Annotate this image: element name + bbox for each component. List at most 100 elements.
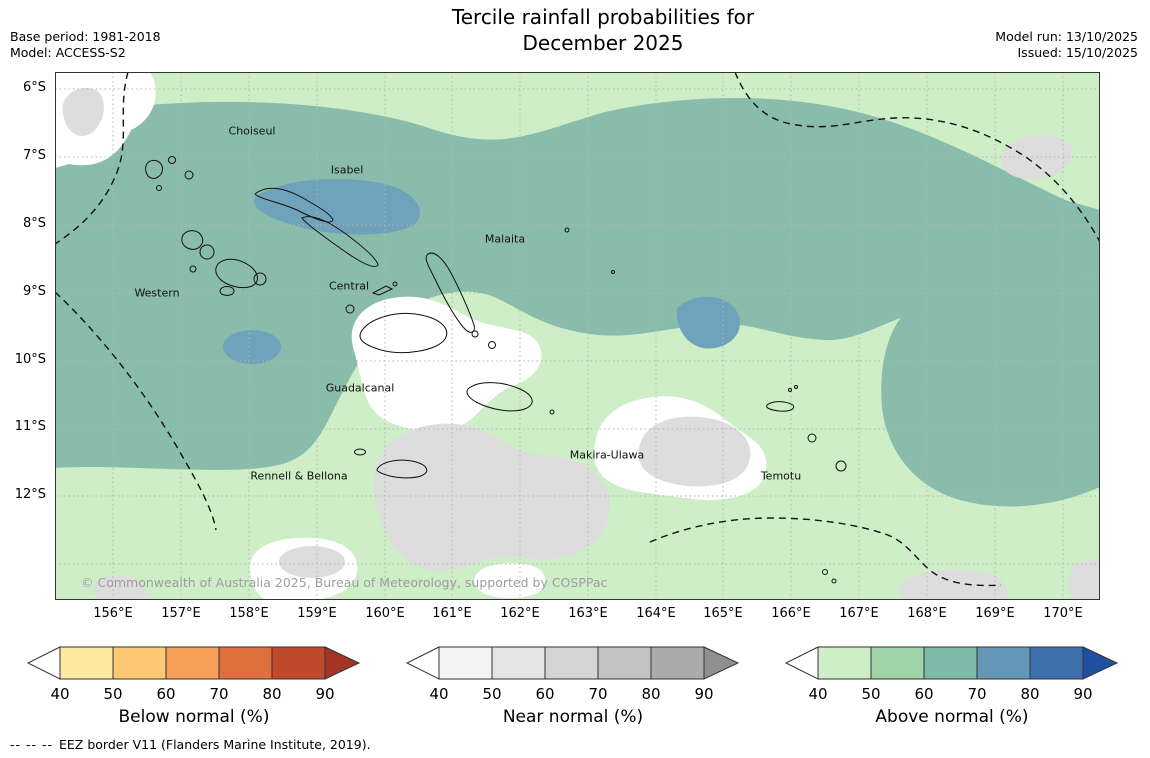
tick-label: 80: [262, 685, 282, 703]
lon-tick-label: 163°E: [568, 606, 608, 621]
lon-tick-label: 169°E: [975, 606, 1015, 621]
tick-label: 70: [967, 685, 987, 703]
islet: [184, 170, 194, 180]
tick-label: 70: [209, 685, 229, 703]
colorbar-left-arrow: [26, 646, 61, 680]
region-above-normal-east-arm: [881, 277, 1100, 507]
island-santa-cruz: [766, 401, 795, 412]
region-above-normal-isabel-pocket: [254, 178, 420, 235]
legend-above-normal: 40 50 60 70 80 90 Above normal (%): [784, 646, 1120, 727]
lat-tick-label: 6°S: [22, 80, 46, 95]
colorbar-right-arrow: [324, 646, 361, 680]
islet: [392, 281, 398, 287]
colorbar-segment: [165, 646, 220, 680]
island-bellona: [354, 448, 366, 456]
island-tikopia: [822, 569, 828, 575]
lat-tick-label: 8°S: [22, 216, 46, 231]
tick-label: 50: [482, 685, 502, 703]
colorbar-segment: [271, 646, 326, 680]
province-label-central: Central: [328, 279, 370, 293]
colorbar-segment: [544, 646, 599, 680]
island-vangunu: [253, 272, 267, 286]
legend-title: Below normal (%): [118, 707, 270, 727]
tick-label: 60: [914, 685, 934, 703]
tick-label: 50: [103, 685, 123, 703]
colorbar-left-arrow: [784, 646, 819, 680]
island-ulawa: [488, 341, 496, 349]
map-area: Choiseul Isabel Malaita Western Central …: [55, 72, 1100, 600]
lon-tick-label: 164°E: [636, 606, 676, 621]
island-maramasike: [471, 330, 479, 338]
province-label-guadalcanal: Guadalcanal: [325, 381, 395, 395]
region-above-normal-east-pocket: [676, 296, 740, 349]
title-line-2: December 2025: [522, 31, 684, 55]
lon-tick-label: 165°E: [703, 606, 743, 621]
colorbar-segment: [923, 646, 978, 680]
lon-tick-label: 167°E: [839, 606, 879, 621]
eez-footnote: -- -- -- EEZ border V11 (Flanders Marine …: [10, 737, 371, 752]
islet: [189, 265, 197, 273]
eez-border-lines: [55, 72, 1100, 587]
lon-tick-label: 162°E: [500, 606, 540, 621]
copyright-text: © Commonwealth of Australia 2025, Bureau…: [81, 575, 608, 590]
colorbar-segment: [218, 646, 273, 680]
island-guadalcanal: [359, 313, 448, 353]
eez-border-northeast: [734, 72, 1100, 243]
model-text: Model: ACCESS-S2: [10, 45, 126, 61]
islet: [788, 388, 792, 392]
run-info: Model run: 13/10/2025 Issued: 15/10/2025: [995, 29, 1138, 62]
colorbar-segment: [438, 646, 493, 680]
colorbar-segment: [597, 646, 652, 680]
eez-border-west: [55, 291, 217, 531]
tick-label: 70: [588, 685, 608, 703]
legend-title: Above normal (%): [875, 707, 1029, 727]
colorbar-right-arrow: [703, 646, 740, 680]
map-canvas: [55, 72, 1100, 600]
colorbar-ticks: 40 50 60 70 80 90: [405, 685, 741, 705]
graticule-grid: [55, 72, 1100, 600]
region-near-normal-makira-east: [638, 416, 751, 487]
island-vella-lavella: [181, 230, 204, 250]
legend-row: 40 50 60 70 80 90 Below normal (%) 40: [0, 646, 1150, 738]
colorbar-above-normal: [784, 646, 1119, 680]
lon-tick-label: 157°E: [161, 606, 201, 621]
eez-border-southeast: [649, 517, 1002, 587]
island-florida: [371, 285, 394, 296]
colorbar-near-normal: [405, 646, 740, 680]
island-sikaiana: [611, 270, 615, 274]
eez-note-text: EEZ border V11 (Flanders Marine Institut…: [59, 737, 371, 752]
tick-label: 60: [156, 685, 176, 703]
colorbar-right-arrow: [1082, 646, 1119, 680]
province-label-western: Western: [134, 286, 180, 300]
colorbar-segment: [112, 646, 167, 680]
title-line-1: Tercile rainfall probabilities for: [451, 5, 755, 29]
tick-label: 90: [1073, 685, 1093, 703]
region-above-normal-western-pocket: [223, 330, 281, 364]
tick-label: 60: [535, 685, 555, 703]
region-near-normal-southwest: [93, 575, 148, 600]
region-near-normal-central-south: [373, 423, 611, 572]
lon-tick-label: 170°E: [1043, 606, 1083, 621]
island-santa-isabel: [301, 216, 379, 267]
province-label-temotu: Temotu: [760, 469, 802, 483]
legend-title: Near normal (%): [502, 707, 644, 727]
page-title: Tercile rainfall probabilities for Decem…: [353, 4, 853, 56]
lon-tick-label: 160°E: [365, 606, 405, 621]
lon-tick-label: 166°E: [771, 606, 811, 621]
tick-label: 40: [50, 685, 70, 703]
colorbar-segment: [976, 646, 1031, 680]
tick-label: 50: [861, 685, 881, 703]
lat-tick-label: 10°S: [14, 352, 46, 367]
island-malaita: [425, 252, 475, 333]
lon-tick-label: 161°E: [432, 606, 472, 621]
issued-text: Issued: 15/10/2025: [1017, 45, 1139, 61]
colorbar-left-arrow: [405, 646, 440, 680]
eez-dash-sample: -- -- --: [10, 737, 54, 752]
legend-near-normal: 40 50 60 70 80 90 Near normal (%): [405, 646, 741, 727]
province-label-isabel: Isabel: [330, 163, 364, 177]
lon-tick-label: 156°E: [93, 606, 133, 621]
tick-label: 40: [429, 685, 449, 703]
coastlines: [145, 156, 847, 584]
province-label-rennell-bellona: Rennell & Bellona: [250, 469, 348, 483]
island-ontong-java: [564, 227, 570, 233]
